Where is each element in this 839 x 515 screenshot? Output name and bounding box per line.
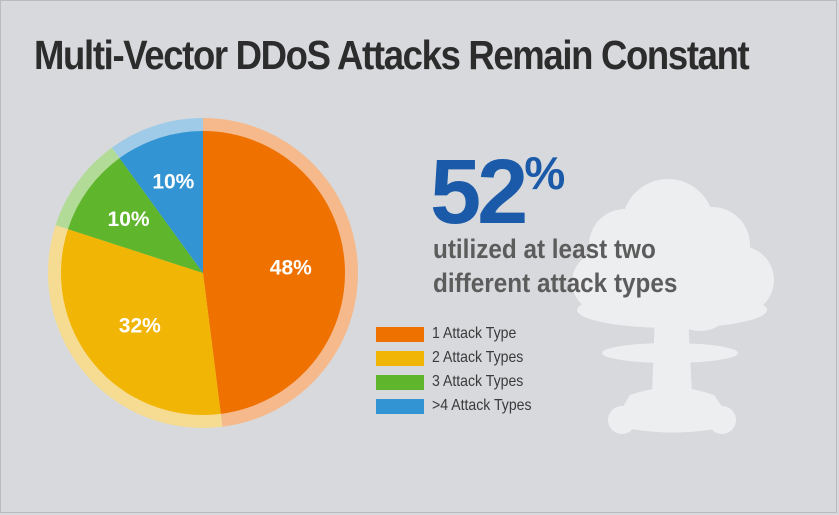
pie-data-label: 32% [119, 314, 161, 337]
pie-slice [119, 131, 203, 273]
legend-label: 3 Attack Types [432, 373, 524, 390]
legend-swatch [376, 398, 424, 414]
legend-item: 3 Attack Types [376, 370, 545, 394]
pie-slice [60, 229, 221, 415]
chart-legend: 1 Attack Type 2 Attack Types 3 Attack Ty… [376, 322, 545, 418]
legend-swatch [376, 374, 424, 390]
headline-caption: utilized at least two different attack t… [433, 234, 678, 298]
headline-stat: 52% [430, 140, 565, 245]
legend-label: >4 Attack Types [432, 397, 532, 414]
legend-label: 1 Attack Type [432, 325, 517, 342]
page-title: Multi-Vector DDoS Attacks Remain Constan… [34, 32, 750, 78]
pie-data-label: 48% [270, 256, 312, 279]
pie-data-label: 10% [108, 208, 150, 231]
legend-swatch [376, 326, 424, 342]
headline-number: 52 [430, 141, 528, 243]
legend-swatch [376, 350, 424, 366]
headline-percent-sign: % [524, 147, 566, 199]
pie-data-label: 10% [152, 171, 194, 194]
legend-item: 2 Attack Types [376, 346, 545, 370]
pie-slice [67, 158, 203, 273]
legend-label: 2 Attack Types [432, 349, 524, 366]
legend-item: >4 Attack Types [376, 394, 545, 418]
legend-item: 1 Attack Type [376, 322, 545, 346]
pie-slice [203, 131, 345, 414]
